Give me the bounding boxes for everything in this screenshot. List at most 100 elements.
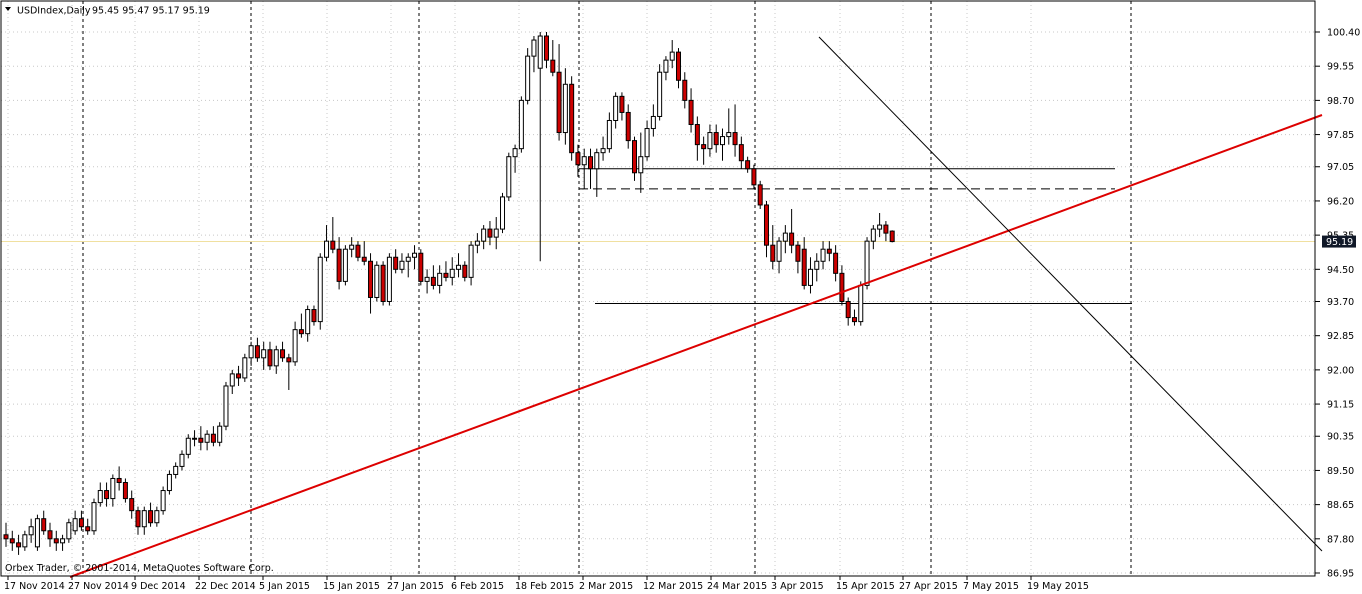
candle [166, 470, 172, 495]
black-trendline[interactable] [818, 36, 1323, 552]
candle [361, 241, 367, 266]
candle-body-up [870, 228, 876, 242]
candle-body-up [506, 156, 512, 198]
trendlines[interactable] [69, 36, 1323, 578]
candle-body-down [462, 264, 468, 278]
candle [280, 341, 286, 362]
y-tick-label: 88.65 [1327, 500, 1354, 511]
candle-body-up [512, 148, 518, 158]
candle-body-up [292, 329, 298, 363]
candle-body-up [500, 196, 506, 230]
candle-body-up [217, 425, 223, 443]
red-trendline[interactable] [69, 114, 1323, 578]
horizontal-lines[interactable] [579, 168, 1132, 305]
candle-body-down [738, 144, 744, 162]
candle-body-down [85, 526, 91, 532]
x-tick-label: 18 Feb 2015 [515, 581, 574, 592]
candle [3, 522, 9, 547]
copyright-text: Orbex Trader, © 2001-2014, MetaQuotes So… [5, 563, 274, 574]
candle [135, 506, 141, 535]
candle [506, 152, 512, 201]
candle [72, 510, 78, 535]
candle-body-up [663, 59, 669, 73]
candle-body-down [675, 51, 681, 81]
price-tag-background [1322, 235, 1356, 248]
candle [443, 261, 449, 282]
candle [770, 225, 776, 270]
candle [254, 337, 260, 362]
candle [16, 534, 22, 555]
candle-body-down [254, 345, 260, 359]
candle [154, 506, 160, 527]
candle-body-up [66, 522, 72, 540]
x-tick-label: 3 Apr 2015 [771, 581, 824, 592]
y-tick-label: 97.85 [1327, 130, 1354, 141]
candle [600, 136, 606, 161]
candle [644, 120, 650, 161]
candle-body-up [820, 248, 826, 262]
candle [324, 225, 330, 262]
y-tick-label: 99.55 [1327, 62, 1354, 73]
candle [883, 221, 889, 242]
candle [418, 249, 424, 286]
candle [632, 136, 637, 181]
candle-body-up [248, 345, 254, 359]
candle-body-down [122, 481, 128, 500]
candle [795, 241, 801, 274]
candle [22, 530, 28, 551]
candle [481, 225, 487, 250]
candle-body-up [166, 473, 172, 492]
candle [493, 217, 499, 250]
y-tick-label: 86.95 [1327, 569, 1354, 580]
candle-body-up [97, 490, 103, 504]
candle-body-up [468, 244, 474, 278]
x-tick-label: 2 Mar 2015 [579, 581, 633, 592]
candle [311, 305, 317, 326]
candle-body-down [732, 132, 738, 146]
candle [286, 353, 292, 390]
candle-body-down [713, 132, 719, 146]
candle [267, 341, 273, 370]
candle-body-down [135, 510, 141, 528]
candle [870, 225, 876, 250]
candle [386, 253, 392, 306]
candle-body-down [361, 256, 367, 262]
candle [116, 466, 122, 491]
candle [248, 341, 254, 366]
candle [776, 237, 782, 274]
candle [47, 522, 53, 547]
candle-body-up [405, 256, 411, 262]
candle [456, 253, 462, 278]
candle [122, 478, 128, 503]
candle [518, 96, 524, 153]
candle [53, 530, 59, 551]
candle-body-up [814, 260, 820, 270]
y-tick-label: 92.00 [1327, 365, 1354, 376]
candle [531, 36, 537, 73]
candle [745, 156, 751, 173]
candle [732, 104, 738, 157]
candle [273, 345, 279, 374]
candle-body-up [305, 309, 311, 335]
candle-body-down [588, 156, 594, 170]
dropdown-triangle-icon[interactable] [5, 7, 11, 11]
candle-body-down [889, 230, 895, 243]
candle-body-down [443, 272, 449, 278]
x-tick-label: 7 May 2015 [963, 581, 1019, 592]
price-axis: 100.4099.5598.7097.8597.0596.2095.3594.5… [1315, 28, 1360, 580]
candles [3, 32, 895, 555]
candle [261, 341, 267, 370]
candle-body-down [845, 300, 851, 319]
x-tick-label: 5 Jan 2015 [259, 581, 310, 592]
candle [380, 261, 386, 306]
candle-body-down [9, 538, 15, 544]
candle [675, 48, 681, 89]
candle-body-down [298, 329, 304, 335]
candle-body-down [336, 248, 342, 282]
candle-body-up [474, 240, 480, 246]
candle-body-down [688, 99, 694, 126]
candle [682, 72, 688, 109]
candle-body-up [650, 115, 656, 130]
y-tick-label: 100.40 [1327, 28, 1360, 39]
